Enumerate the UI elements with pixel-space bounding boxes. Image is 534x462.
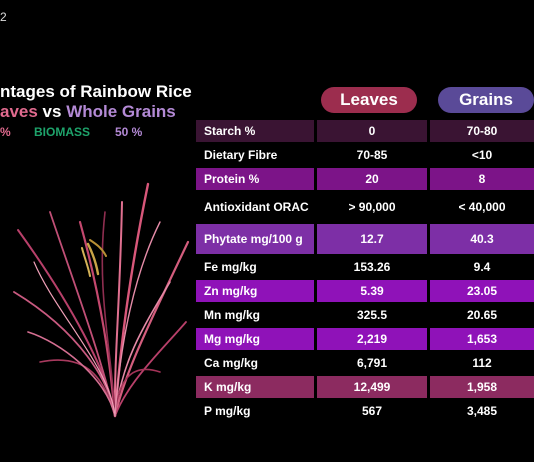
corner-label: 2 (0, 10, 7, 24)
stat-biomass: BIOMASS (34, 125, 91, 139)
grains-value: 112 (472, 356, 492, 370)
leaves-value: 20 (317, 168, 427, 190)
subtitle-vs: vs (37, 102, 67, 121)
table-row: Antioxidant ORAC > 90,000 < 40,000 (196, 192, 534, 222)
leaves-value: 5.39 (317, 280, 427, 302)
table-row: Ca mg/kg 6,791 112 (196, 352, 534, 374)
leaves-value: 325.5 (356, 308, 388, 322)
table-row: Mn mg/kg 325.5 20.65 (196, 304, 534, 326)
row-label: Mg mg/kg (196, 328, 314, 350)
nutrient-table: Starch % 0 70-80 Dietary Fibre 70-85 <10… (196, 120, 534, 424)
table-row: Mg mg/kg 2,219 1,653 (196, 328, 534, 350)
grains-value: 70-80 (430, 120, 534, 142)
row-label: Phytate mg/100 g (196, 224, 314, 254)
grains-value: < 40,000 (458, 200, 506, 214)
row-label: Dietary Fibre (204, 147, 278, 162)
grains-header: Grains (438, 87, 534, 113)
grains-value: 8 (430, 168, 534, 190)
page-title: ntages of Rainbow Rice (0, 82, 192, 101)
rice-plant-illustration (13, 182, 190, 418)
stat-percent: % (0, 125, 11, 139)
row-label: K mg/kg (196, 376, 314, 398)
stat-fifty-percent: 50 % (115, 125, 143, 139)
row-label: Antioxidant ORAC (204, 199, 309, 214)
leaves-value: 6,791 (356, 356, 388, 370)
leaves-value: 153.26 (353, 260, 391, 274)
table-row: K mg/kg 12,499 1,958 (196, 376, 534, 398)
leaves-value: 12,499 (317, 376, 427, 398)
row-label: Fe mg/kg (204, 259, 257, 274)
row-label: P mg/kg (204, 403, 251, 418)
page-subtitle: aves vs Whole Grains (0, 102, 176, 122)
row-label: Protein % (196, 168, 314, 190)
row-label: Zn mg/kg (196, 280, 314, 302)
table-row: Fe mg/kg 153.26 9.4 (196, 256, 534, 278)
row-label: Ca mg/kg (204, 355, 259, 370)
grains-value: 3,485 (466, 404, 498, 418)
row-label: Starch % (196, 120, 314, 142)
subtitle-grains: Whole Grains (66, 102, 176, 121)
table-row: Phytate mg/100 g 12.7 40.3 (196, 224, 534, 254)
grains-value: 1,958 (430, 376, 534, 398)
table-row: Protein % 20 8 (196, 168, 534, 190)
row-label: Mn mg/kg (204, 307, 260, 322)
grains-value: 1,653 (430, 328, 534, 350)
grains-value: 9.4 (473, 260, 491, 274)
leaves-value: 12.7 (317, 224, 427, 254)
leaves-value: 0 (317, 120, 427, 142)
table-row: Dietary Fibre 70-85 <10 (196, 144, 534, 166)
leaves-value: 2,219 (317, 328, 427, 350)
grains-value: 40.3 (430, 224, 534, 254)
leaves-value: > 90,000 (348, 200, 396, 214)
grains-value: 20.65 (466, 308, 498, 322)
leaves-header: Leaves (321, 87, 417, 113)
grains-value: <10 (471, 148, 493, 162)
table-row: Starch % 0 70-80 (196, 120, 534, 142)
grains-value: 23.05 (430, 280, 534, 302)
table-row: P mg/kg 567 3,485 (196, 400, 534, 422)
leaves-value: 70-85 (356, 148, 388, 162)
table-row: Zn mg/kg 5.39 23.05 (196, 280, 534, 302)
subtitle-leaves: aves (0, 102, 38, 121)
leaves-value: 567 (361, 404, 383, 418)
